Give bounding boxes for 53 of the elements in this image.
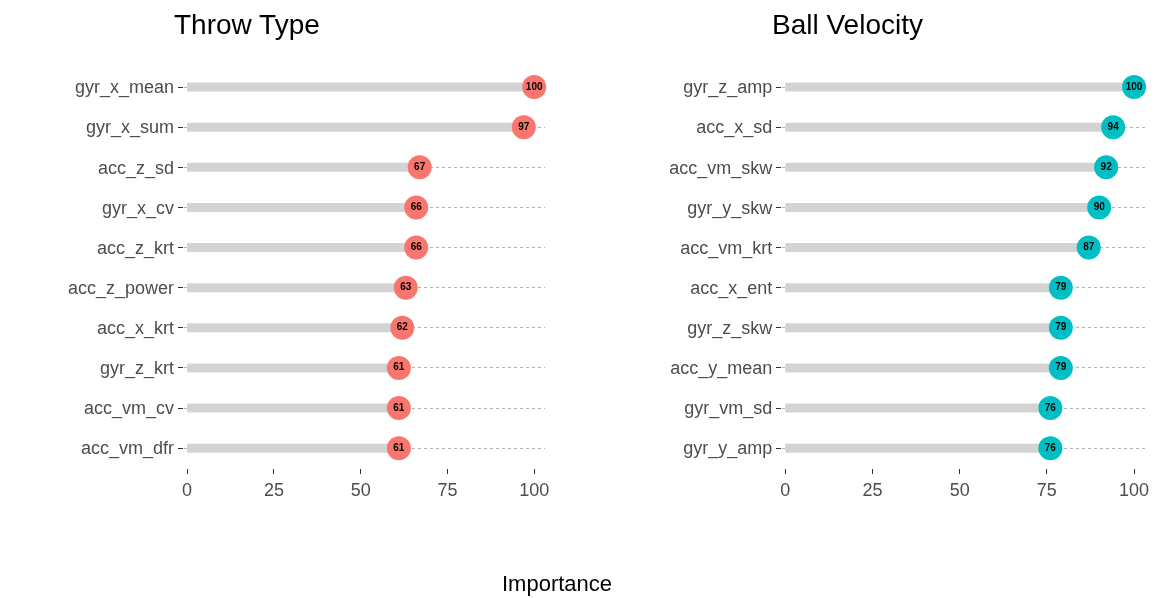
x-tick-label: 100 xyxy=(1119,479,1150,500)
data-label: 61 xyxy=(393,361,405,373)
y-tick-label: acc_z_sd xyxy=(98,157,175,179)
y-tick-label: gyr_z_skw xyxy=(687,318,774,340)
data-label: 97 xyxy=(518,120,530,132)
data-label: 76 xyxy=(1044,441,1057,453)
data-label: 79 xyxy=(1055,361,1067,373)
data-label: 67 xyxy=(414,160,426,172)
x-tick-label: 25 xyxy=(263,479,284,500)
y-tick-label: acc_x_krt xyxy=(97,318,175,340)
chart-title: Throw Type xyxy=(174,9,320,40)
y-tick-label: gyr_y_skw xyxy=(687,197,774,219)
x-tick-label: 0 xyxy=(182,479,193,500)
y-tick-label: acc_vm_dfr xyxy=(81,438,175,460)
x-tick-label: 0 xyxy=(780,479,791,500)
data-label: 94 xyxy=(1107,120,1120,132)
y-tick-label: gyr_y_amp xyxy=(683,438,773,460)
y-tick-label: gyr_x_cv xyxy=(102,197,175,219)
data-label: 66 xyxy=(410,241,423,253)
y-tick-label: gyr_z_krt xyxy=(100,358,175,380)
y-tick-label: gyr_x_sum xyxy=(86,117,175,139)
x-tick-label: 75 xyxy=(1036,479,1057,500)
data-label: 62 xyxy=(396,321,409,333)
data-label: 100 xyxy=(525,80,543,92)
x-tick-label: 25 xyxy=(862,479,883,500)
y-tick-label: acc_x_ent xyxy=(690,277,773,299)
data-label: 90 xyxy=(1093,200,1106,212)
y-tick-label: acc_y_mean xyxy=(670,358,773,380)
data-label: 100 xyxy=(1125,80,1143,92)
data-label: 61 xyxy=(393,441,405,453)
y-tick-label: gyr_vm_sd xyxy=(684,398,773,420)
y-tick-label: acc_vm_cv xyxy=(84,398,175,420)
x-tick-label: 50 xyxy=(949,479,970,500)
y-tick-label: acc_vm_skw xyxy=(669,157,774,179)
x-tick-label: 50 xyxy=(350,479,371,500)
data-label: 92 xyxy=(1100,160,1113,172)
y-tick-label: acc_vm_krt xyxy=(680,237,773,259)
x-tick-label: 100 xyxy=(519,479,550,500)
y-tick-label: acc_z_krt xyxy=(97,237,175,259)
data-label: 66 xyxy=(410,200,423,212)
data-label: 79 xyxy=(1055,321,1067,333)
chart-title: Ball Velocity xyxy=(772,9,923,40)
x-axis-title: Importance xyxy=(502,571,613,596)
data-label: 76 xyxy=(1044,401,1057,413)
y-tick-label: acc_z_power xyxy=(67,277,175,299)
data-label: 87 xyxy=(1083,241,1095,253)
data-label: 79 xyxy=(1055,281,1067,293)
y-tick-label: gyr_x_mean xyxy=(74,77,175,99)
data-label: 63 xyxy=(400,281,412,293)
x-tick-label: 75 xyxy=(437,479,458,500)
y-tick-label: gyr_z_amp xyxy=(683,77,773,99)
data-label: 61 xyxy=(393,401,405,413)
y-tick-label: acc_x_sd xyxy=(696,117,773,139)
